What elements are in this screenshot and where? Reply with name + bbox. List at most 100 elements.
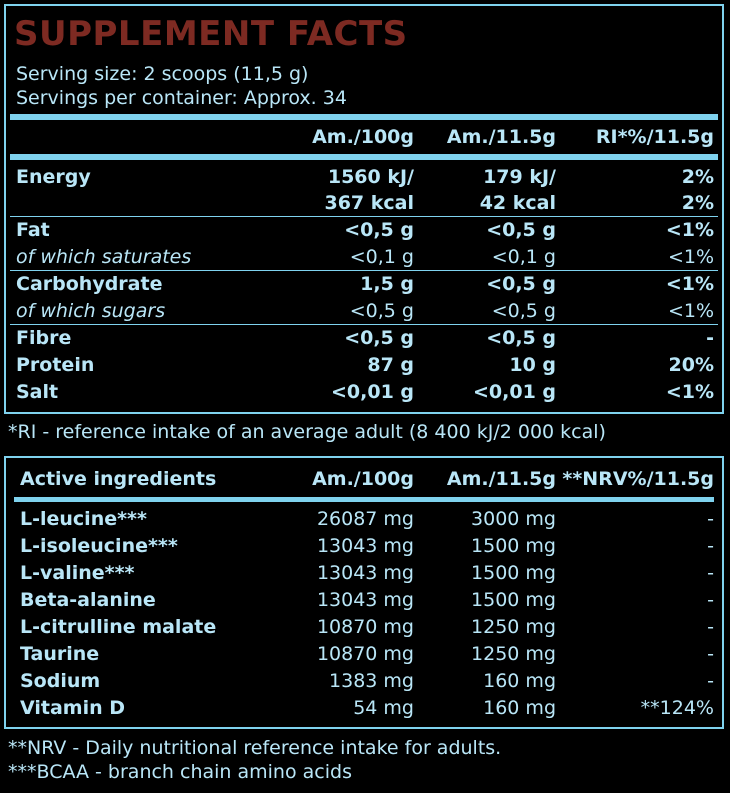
row-name: Fat — [16, 219, 50, 241]
row-name: L-valine*** — [20, 562, 135, 584]
row-name: Energy — [16, 166, 91, 188]
table-row: Taurine 10870 mg 1250 mg - — [16, 641, 714, 668]
active-ingredients-panel: Active ingredients Am./100g Am./11.5g **… — [4, 456, 724, 729]
thick-divider — [10, 114, 718, 120]
row-name: L-isoleucine*** — [20, 535, 178, 557]
row-per-serving: 1250 mg — [471, 616, 556, 638]
row-name: Sodium — [20, 670, 101, 692]
table-row: Sodium 1383 mg 160 mg - — [16, 668, 714, 695]
row-name: Beta-alanine — [20, 589, 156, 611]
row-per-serving: <0,5 g — [486, 219, 556, 241]
row-per-serving: <0,5 g — [491, 300, 556, 322]
thin-divider — [10, 216, 718, 217]
table-row: L-leucine*** 26087 mg 3000 mg - — [16, 506, 714, 533]
table-row: Fat <0,5 g <0,5 g <1% — [16, 217, 714, 244]
row-name: L-citrulline malate — [20, 616, 217, 638]
row-nrv: - — [707, 616, 714, 638]
table-row: Beta-alanine 13043 mg 1500 mg - — [16, 587, 714, 614]
row-name: Vitamin D — [20, 697, 126, 719]
row-nrv: **124% — [640, 697, 714, 719]
row-nrv: - — [707, 562, 714, 584]
row-nrv: - — [707, 508, 714, 530]
nrv-footnote: **NRV - Daily nutritional reference inta… — [8, 737, 502, 759]
row-per100: 1560 kJ/ — [327, 166, 414, 188]
table-row: Protein 87 g 10 g 20% — [16, 352, 714, 379]
row-per100: 10870 mg — [316, 616, 414, 638]
table-row: L-citrulline malate 10870 mg 1250 mg - — [16, 614, 714, 641]
thin-divider — [10, 270, 718, 271]
row-name: Fibre — [16, 327, 72, 349]
thin-divider — [10, 324, 718, 325]
row-name: Protein — [16, 354, 95, 376]
header-nrv: **NRV%/11.5g — [562, 468, 714, 490]
row-per-serving: 42 kcal — [479, 192, 556, 214]
row-per100: <0,5 g — [344, 327, 414, 349]
row-ri: <1% — [665, 273, 714, 295]
row-per-serving: <0,1 g — [491, 246, 556, 268]
row-per100: 13043 mg — [316, 535, 414, 557]
table-row: L-valine*** 13043 mg 1500 mg - — [16, 560, 714, 587]
row-name: Salt — [16, 381, 59, 403]
row-per100: 1,5 g — [360, 273, 414, 295]
serving-size: Serving size: 2 scoops (11,5 g) — [16, 63, 309, 85]
table-row: Fibre <0,5 g <0,5 g - — [16, 325, 714, 352]
ri-footnote: *RI - reference intake of an average adu… — [8, 421, 606, 443]
active-header-row: Active ingredients Am./100g Am./11.5g **… — [16, 466, 714, 493]
row-per100: 10870 mg — [316, 643, 414, 665]
row-per-serving: <0,5 g — [486, 327, 556, 349]
row-nrv: - — [707, 535, 714, 557]
table-row: 367 kcal 42 kcal 2% — [16, 190, 714, 217]
header-ri: RI*%/11.5g — [595, 126, 714, 148]
row-name: Taurine — [20, 643, 100, 665]
header-per-serving: Am./11.5g — [446, 468, 556, 490]
table-row: L-isoleucine*** 13043 mg 1500 mg - — [16, 533, 714, 560]
row-ri: 20% — [668, 354, 714, 376]
row-per-serving: 160 mg — [483, 697, 556, 719]
table-row: Vitamin D 54 mg 160 mg **124% — [16, 695, 714, 722]
header-active: Active ingredients — [20, 468, 217, 490]
table-row: of which saturates <0,1 g <0,1 g <1% — [16, 244, 714, 271]
header-per-serving: Am./11.5g — [446, 126, 556, 148]
servings-per-container: Servings per container: Approx. 34 — [16, 87, 347, 109]
row-per100: 54 mg — [353, 697, 414, 719]
row-per-serving: <0,5 g — [486, 273, 556, 295]
row-per100: 13043 mg — [316, 589, 414, 611]
row-ri: - — [706, 327, 714, 349]
row-per100: 87 g — [367, 354, 414, 376]
row-nrv: - — [707, 670, 714, 692]
row-name: of which sugars — [16, 300, 166, 322]
row-nrv: - — [707, 643, 714, 665]
row-per100: <0,5 g — [344, 219, 414, 241]
facts-header-row: Am./100g Am./11.5g RI*%/11.5g — [16, 124, 714, 151]
row-per100: 1383 mg — [329, 670, 414, 692]
row-per-serving: 179 kJ/ — [483, 166, 556, 188]
row-per-serving: 1500 mg — [471, 589, 556, 611]
row-per-serving: 1500 mg — [471, 562, 556, 584]
table-row: Energy 1560 kJ/ 179 kJ/ 2% — [16, 164, 714, 191]
row-per-serving: 1500 mg — [471, 535, 556, 557]
row-per-serving: 10 g — [509, 354, 556, 376]
row-per100: <0,1 g — [349, 246, 414, 268]
row-ri: 2% — [681, 192, 714, 214]
header-per100: Am./100g — [312, 126, 414, 148]
row-name: of which saturates — [16, 246, 192, 268]
table-row: Carbohydrate 1,5 g <0,5 g <1% — [16, 271, 714, 298]
row-per100: 367 kcal — [324, 192, 414, 214]
header-per100: Am./100g — [312, 468, 414, 490]
row-ri: <1% — [667, 300, 714, 322]
row-ri: 2% — [681, 166, 714, 188]
row-nrv: - — [707, 589, 714, 611]
table-row: Salt <0,01 g <0,01 g <1% — [16, 379, 714, 406]
row-ri: <1% — [665, 219, 714, 241]
row-name: L-leucine*** — [20, 508, 147, 530]
row-per100: <0,5 g — [349, 300, 414, 322]
row-ri: <1% — [667, 246, 714, 268]
row-per100: <0,01 g — [330, 381, 414, 403]
thick-divider — [14, 497, 714, 502]
row-per100: 13043 mg — [316, 562, 414, 584]
row-per-serving: 3000 mg — [471, 508, 556, 530]
table-row: of which sugars <0,5 g <0,5 g <1% — [16, 298, 714, 325]
row-per-serving: 160 mg — [483, 670, 556, 692]
row-ri: <1% — [665, 381, 714, 403]
row-per-serving: 1250 mg — [471, 643, 556, 665]
